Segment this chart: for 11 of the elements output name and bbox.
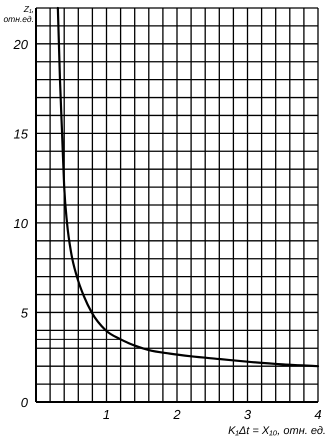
x-axis-title: K₁Δt = X₁₀, отн. ед. bbox=[228, 425, 326, 436]
y-tick-label: 20 bbox=[12, 36, 29, 52]
x-tick-label: 4 bbox=[314, 407, 322, 422]
x-tick-label: 3 bbox=[244, 407, 252, 422]
y-tick-label: 5 bbox=[20, 305, 29, 320]
y-tick-label: 10 bbox=[14, 216, 29, 231]
y-tick-label: 0 bbox=[20, 395, 29, 410]
x-tick-label: 1 bbox=[102, 407, 110, 422]
x-tick-label: 2 bbox=[172, 407, 182, 422]
y-axis-title: Z₁, отн.ед. bbox=[3, 4, 34, 24]
y-tick-label: 15 bbox=[14, 126, 29, 142]
